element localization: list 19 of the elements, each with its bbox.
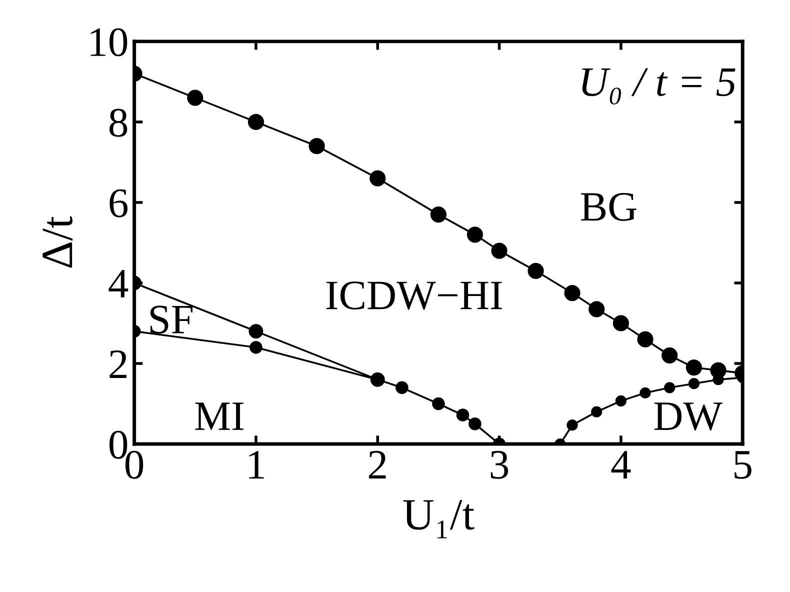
y-tick-label: 10	[90, 28, 128, 56]
y-tick-label: 4	[108, 270, 128, 298]
y-tick-label: 8	[110, 108, 128, 137]
y-tick-label: 6	[110, 189, 128, 218]
x-tick-label: 3	[490, 450, 508, 479]
annotation: ICDW−HI	[326, 282, 502, 310]
y-axis-title: Δ/t	[42, 216, 72, 268]
annotation: SF	[150, 306, 192, 334]
x-tick-label: 1	[249, 450, 264, 478]
x-axis-title: U₁/t	[403, 500, 474, 538]
y-tick-label: 0	[110, 430, 128, 459]
y-tick-label: 2	[110, 350, 126, 378]
annotation: BG	[581, 192, 636, 221]
annotation: MI	[195, 402, 244, 430]
annotation: DW	[654, 402, 722, 430]
x-tick-label: 2	[369, 450, 386, 478]
annotation: U₀ / t = 5	[582, 68, 736, 105]
x-tick-label: 5	[734, 451, 752, 479]
x-tick-label: 4	[611, 451, 631, 478]
